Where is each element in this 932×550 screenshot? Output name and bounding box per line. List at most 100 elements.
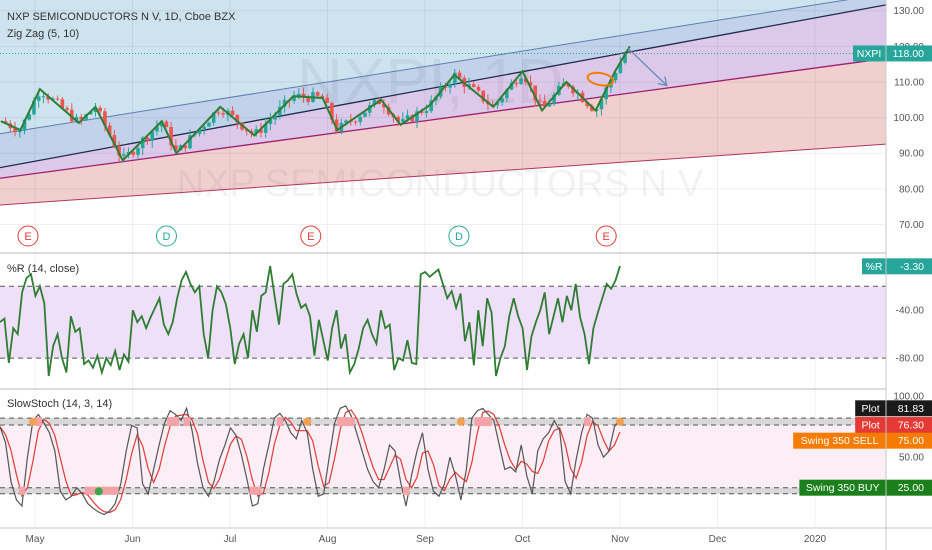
sell-signal-dot[interactable] <box>456 417 465 426</box>
candle-body <box>60 99 65 109</box>
time-tick-label: Oct <box>515 534 531 545</box>
stoch-tag-name: Plot <box>862 420 880 432</box>
candle-body <box>552 94 556 104</box>
oversold-highlight <box>18 486 26 495</box>
candle-body <box>471 84 476 87</box>
candle-body <box>405 115 410 120</box>
dividend-marker[interactable] <box>448 225 470 247</box>
candle-body <box>13 128 17 133</box>
candle-body <box>353 121 358 123</box>
dividend-marker[interactable] <box>155 225 177 247</box>
sell-signal-dot[interactable] <box>303 417 312 426</box>
candle-body <box>367 105 372 113</box>
candle-body <box>519 78 523 85</box>
time-tick-label: Dec <box>709 534 727 545</box>
candle-body <box>344 120 348 123</box>
event-letter: E <box>307 231 314 243</box>
wr-title: %R (14, close) <box>7 263 79 275</box>
oversold-highlight <box>403 486 410 495</box>
candle-body <box>27 114 32 120</box>
candle-body <box>372 100 377 106</box>
candle-body <box>401 119 405 122</box>
candle-body <box>514 82 519 85</box>
candle-body <box>528 82 533 86</box>
candle-body <box>453 72 457 85</box>
candle-body <box>320 95 325 98</box>
candle-body <box>500 98 504 103</box>
candle-body <box>296 93 301 96</box>
sell-signal-dot[interactable] <box>616 417 624 426</box>
stoch-value-tag <box>886 479 932 496</box>
channel-upper-line[interactable] <box>0 0 886 135</box>
candle-body <box>145 137 150 141</box>
candle-body <box>415 111 419 122</box>
time-axis[interactable]: May Jun Jul Aug Sep Oct Nov Dec 2020 <box>0 527 932 545</box>
candle-body <box>88 112 93 115</box>
slow-stoch-panel: 100.00 50.00 Plot 81.83 Plot 76.30 Swing 350 S… <box>0 392 932 516</box>
williams-r-panel: -40.00 -80.00 %R -3.30 %R (14, close) <box>0 258 932 377</box>
candle-body <box>107 125 112 136</box>
candle-body <box>590 106 594 112</box>
symbol-tag-name: NXPI <box>857 48 882 60</box>
wr-line[interactable] <box>0 265 621 377</box>
oversold-highlight <box>101 486 108 495</box>
candle-body <box>301 93 306 98</box>
buy-signal-dot[interactable] <box>94 487 103 496</box>
stoch-tag-value: 76.30 <box>898 420 924 432</box>
candle-body <box>533 85 538 101</box>
channel-lower-line[interactable] <box>0 143 887 206</box>
stoch-name-tag <box>855 400 886 417</box>
candle-body <box>126 151 131 155</box>
candle-body <box>410 115 415 122</box>
stoch-k-line[interactable] <box>0 405 621 516</box>
price-tick-label: 90.00 <box>899 149 924 160</box>
overbought-highlight <box>348 417 355 427</box>
overbought-highlight <box>35 417 42 427</box>
candle-body <box>618 62 623 74</box>
stoch-tick-label: 100.00 <box>893 392 924 403</box>
wr-tick-label: -40.00 <box>896 306 925 317</box>
zigzag-line[interactable] <box>0 45 631 163</box>
candle-body <box>306 97 311 102</box>
stoch-oversold-zone <box>0 487 886 494</box>
stoch-name-tag <box>855 417 886 434</box>
band-sky <box>0 0 886 134</box>
candle-body <box>202 126 207 129</box>
candle-body <box>429 100 433 112</box>
candle-body <box>424 111 429 113</box>
candle-body <box>363 112 367 117</box>
candle-body <box>46 96 50 100</box>
candle-body <box>17 130 22 133</box>
wr-value-tag <box>886 258 932 275</box>
candle-body <box>211 112 216 123</box>
overbought-highlight <box>337 417 344 427</box>
candle-body <box>207 122 211 127</box>
candle-body <box>197 128 202 134</box>
candle-body <box>571 86 575 94</box>
projection-arrow[interactable] <box>627 47 668 86</box>
band-upper-channel <box>0 0 886 168</box>
overbought-highlight <box>479 417 487 427</box>
event-letter: E <box>603 231 610 243</box>
earnings-marker[interactable] <box>300 225 322 247</box>
sell-signal-dot[interactable] <box>28 417 37 426</box>
earnings-marker[interactable] <box>595 225 617 247</box>
overbought-highlight <box>584 417 591 427</box>
price-tick-label: 70.00 <box>899 220 924 231</box>
channel-bottom-line[interactable] <box>0 57 887 179</box>
candle-body <box>623 54 627 63</box>
stoch-value-tag <box>886 432 932 449</box>
earnings-marker[interactable] <box>17 225 39 247</box>
band-lower-channel <box>0 58 886 205</box>
symbol-tag <box>853 45 886 62</box>
event-letter: E <box>24 231 31 243</box>
band-mid-channel <box>0 4 886 179</box>
candle-body <box>467 84 471 87</box>
candle-body <box>98 107 102 112</box>
candle-body <box>358 116 363 122</box>
oversold-highlight <box>112 486 119 495</box>
stoch-name-tag <box>799 479 886 496</box>
highlight-ellipse[interactable] <box>586 71 615 87</box>
stoch-value-tag <box>886 400 932 417</box>
